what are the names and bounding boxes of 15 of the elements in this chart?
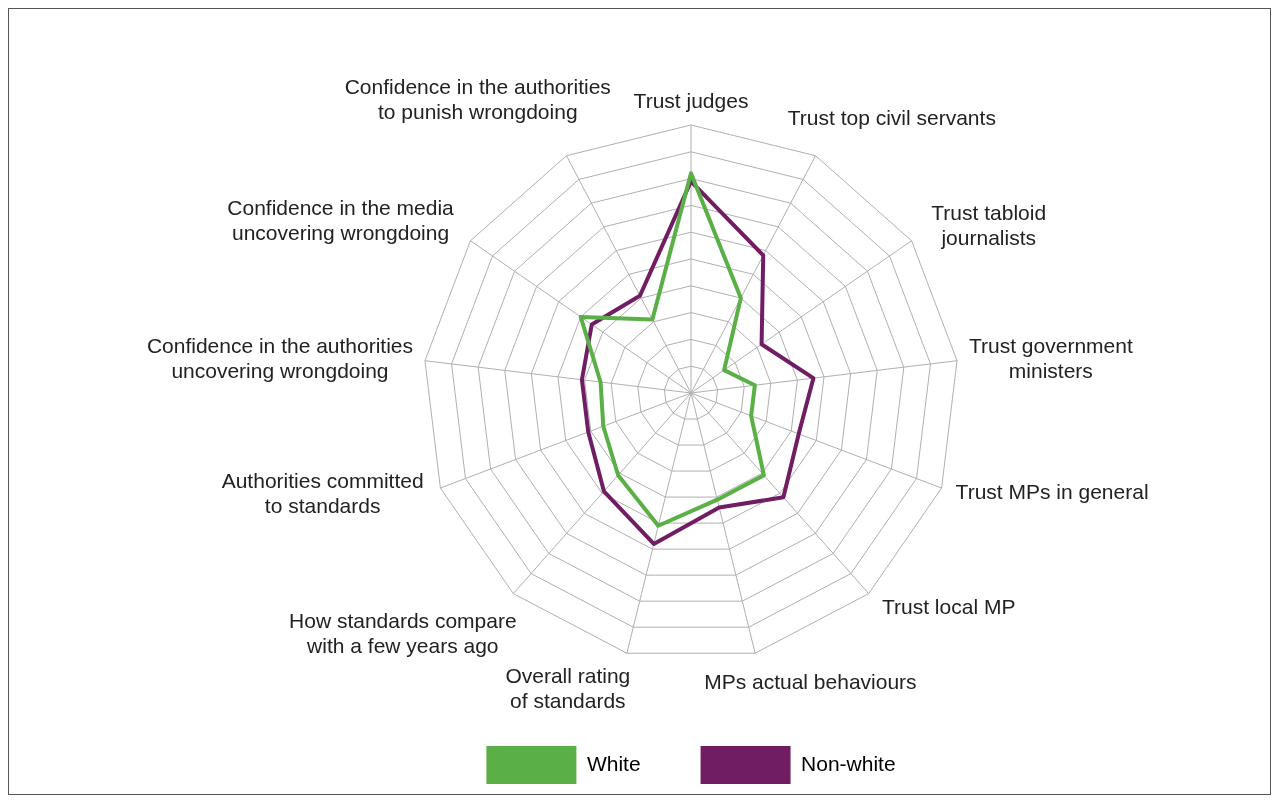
spoke-label: Trust tabloid journalists bbox=[931, 201, 1047, 250]
spoke-label: Trust top civil servants bbox=[787, 106, 996, 130]
spoke-label: Confidence in the authorities uncovering wrongdoing bbox=[146, 333, 414, 382]
spoke-label: Trust local MP bbox=[881, 595, 1016, 619]
spoke-label: Confidence in the authorities to punish wrongdoing bbox=[344, 75, 611, 124]
spoke-label: Trust MPs in general bbox=[955, 480, 1149, 504]
spoke-label: Confidence in the media uncovering wrongdoing bbox=[227, 195, 455, 244]
spoke-label: Authorities committed to standards bbox=[221, 468, 424, 517]
spoke-label: How standards compare with a few years ago bbox=[289, 609, 517, 658]
legend-label: White bbox=[586, 751, 641, 775]
legend-label: Non-white bbox=[801, 751, 896, 775]
spoke-label: Trust government ministers bbox=[968, 333, 1133, 382]
spoke-label: MPs actual behaviours bbox=[704, 670, 917, 694]
spoke-label: Trust judges bbox=[633, 88, 749, 112]
spoke-label: Overall rating of standards bbox=[505, 664, 631, 713]
